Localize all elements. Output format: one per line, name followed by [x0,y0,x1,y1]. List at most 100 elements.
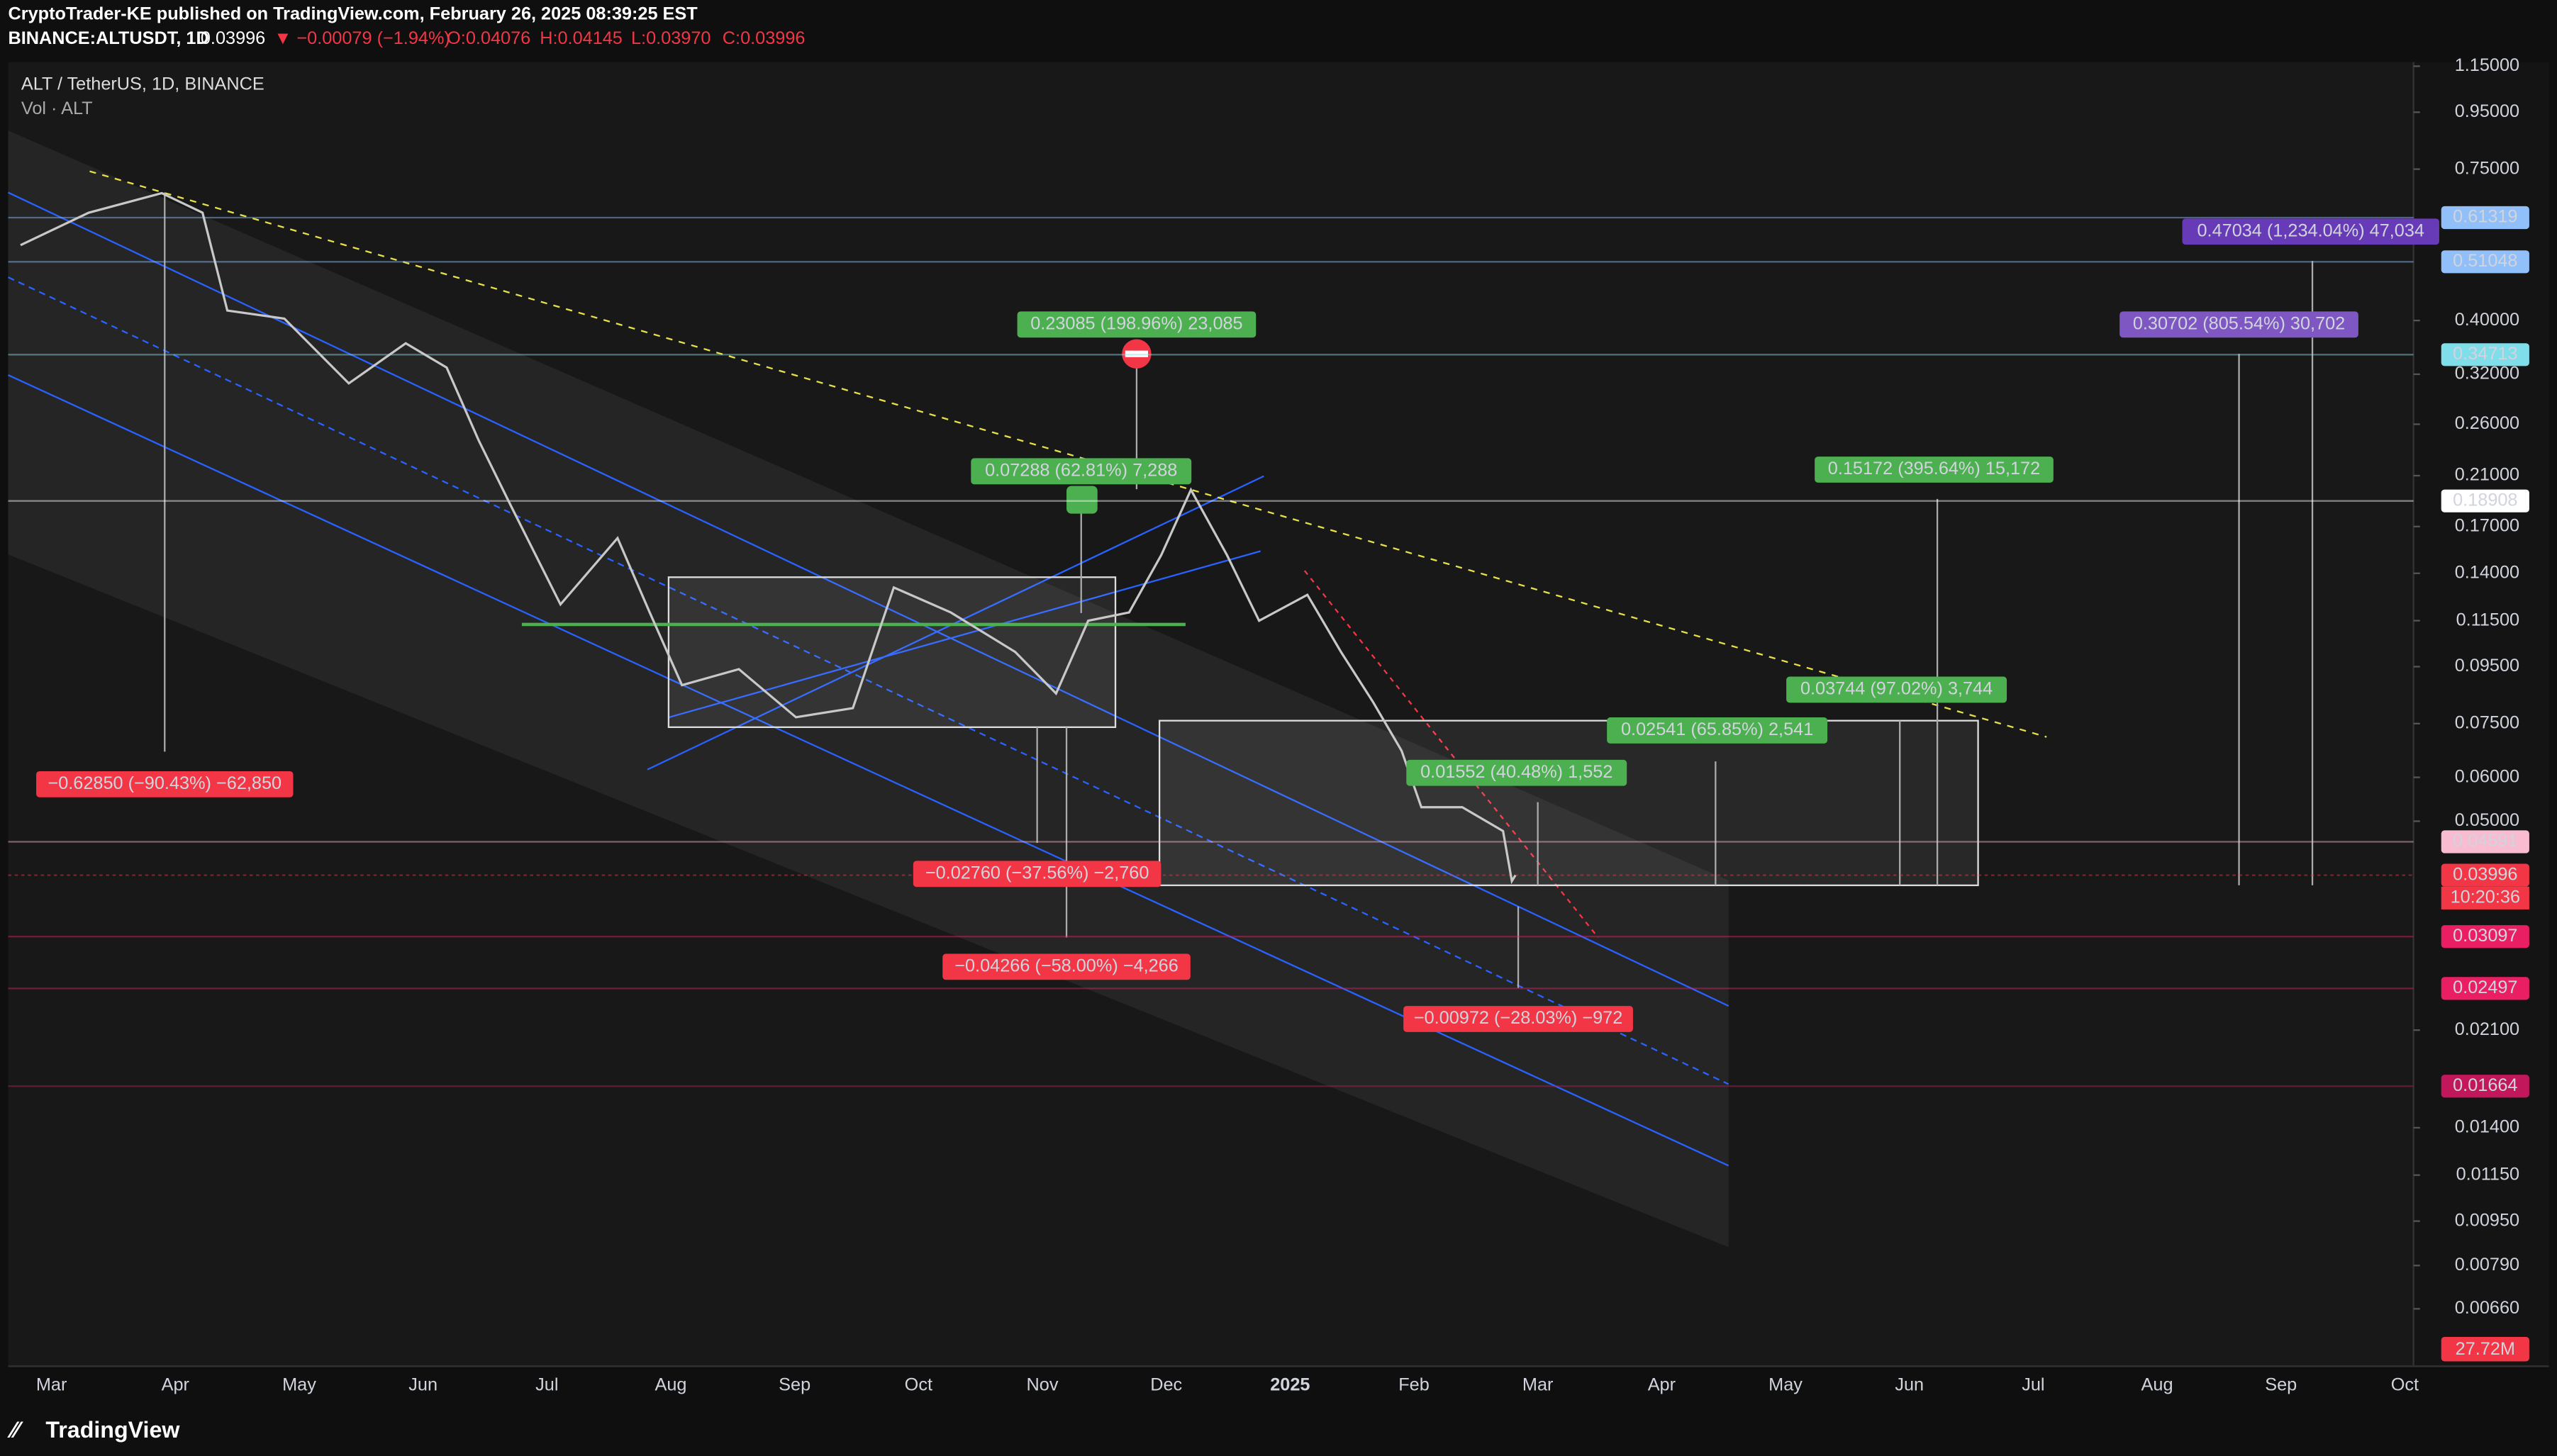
measure-label: −0.04266 (−58.00%) −4,266 [954,956,1179,976]
y-tick-label: 0.00660 [2455,1298,2519,1318]
rising-channel [668,550,1261,719]
measure-label: 0.47034 (1,234.04%) 47,034 [2197,220,2424,240]
x-tick-label: May [1768,1375,1803,1395]
level-tag [2441,343,2529,366]
level-label: 0.01664 [2453,1075,2517,1095]
level-tag [2441,977,2529,1000]
x-tick-label: Aug [654,1375,686,1395]
measure-label: 0.07288 (62.81%) 7,288 [985,460,1177,480]
channel-mid [8,276,1729,1085]
check-icon [1066,486,1098,514]
close: C:0.03996 [723,28,806,48]
y-tick-label: 0.14000 [2455,562,2519,582]
measure-tag [942,953,1191,980]
chart-title: ALT / TetherUS, 1D, BINANCE [21,74,264,94]
low: L:0.03970 [631,28,711,48]
plot-area [8,62,2414,1367]
x-tick-label: Oct [905,1375,932,1395]
x-tick-label: Jun [1895,1375,1924,1395]
level-tag [2441,830,2529,853]
level-tag [2441,206,2529,230]
x-tick-label: Mar [36,1375,67,1395]
measure-label: −0.00972 (−28.03%) −972 [1414,1008,1622,1028]
y-tick-label: 1.15000 [2455,55,2519,75]
range-box [1158,719,1979,887]
price-line [20,191,1517,885]
symbol: BINANCE:ALTUSDT, 1D [8,28,208,48]
measure-label: −0.62850 (−90.43%) −62,850 [48,773,282,793]
y-tick-label: 0.01150 [2456,1164,2520,1184]
measure-label: 0.30702 (805.54%) 30,702 [2133,314,2345,334]
level-tag [2441,489,2529,513]
y-tick-label: 0.26000 [2455,413,2519,433]
measure-tag [1017,311,1257,338]
high: H:0.04145 [540,28,623,48]
y-tick-label: 0.02100 [2455,1019,2519,1039]
level-label: 0.61319 [2453,207,2517,227]
x-tick-label: Aug [2141,1375,2173,1395]
y-tick-label: 0.06000 [2455,766,2519,786]
level-tag [2441,250,2529,274]
y-tick-label: 0.75000 [2455,158,2519,178]
level-tag [2441,863,2529,887]
publisher: CryptoTrader-KE published on TradingView… [8,4,698,24]
countdown-tag [2441,886,2529,909]
trend-line [89,170,2047,738]
x-tick-label: Apr [1648,1375,1676,1395]
x-tick-label: Dec [1150,1375,1182,1395]
measure-label: 0.03744 (97.02%) 3,744 [1800,679,1993,699]
y-tick-label: 0.00950 [2455,1210,2519,1230]
level-label: 0.04591 [2453,831,2517,851]
volume-label: 27.72M [2456,1339,2515,1359]
measure-tag [36,771,294,797]
measure-tag [971,458,1192,485]
measure-arrows [164,192,2314,988]
level-tag [2441,925,2529,948]
measure-label: 0.02541 (65.85%) 2,541 [1621,719,1813,739]
chart-subtitle: Vol · ALT [21,99,93,118]
x-tick-label: May [282,1375,316,1395]
x-tick-label: Mar [1522,1375,1554,1395]
y-tick-label: 0.05000 [2455,810,2519,830]
x-tick-label: Oct [2391,1375,2419,1395]
measure-label: 0.01552 (40.48%) 1,552 [1420,762,1612,782]
measure-tag [2182,218,2439,245]
y-tick-label: 0.40000 [2455,310,2519,330]
measure-tag [1607,717,1828,744]
x-tick-label: 2025 [1270,1375,1310,1395]
x-tick-label: Jul [2022,1375,2044,1395]
measure-label: 0.23085 (198.96%) 23,085 [1030,314,1242,334]
countdown: 10:20:36 [2451,887,2520,907]
brand: TradingView [45,1417,180,1443]
change: ▼ −0.00079 (−1.94%) [274,28,450,48]
measure-tag [913,861,1161,887]
level-label: 0.02497 [2453,978,2517,997]
measure-label: −0.02760 (−37.56%) −2,760 [925,863,1149,883]
y-tick-label: 0.00790 [2455,1255,2519,1275]
measure-tag [1786,676,2007,703]
measure-tag [2119,311,2358,338]
y-tick-label: 0.11500 [2456,610,2520,629]
y-tick-label: 0.07500 [2455,712,2519,732]
stop-icon [1125,350,1149,357]
measure-tag [1403,1006,1633,1032]
y-tick-label: 0.32000 [2455,364,2519,383]
level-label: 0.03097 [2453,926,2517,946]
y-tick-label: 0.21000 [2455,465,2519,485]
x-tick-label: Sep [2265,1375,2297,1395]
price-axis [2413,62,2549,1367]
open: O:0.04076 [447,28,530,48]
measure-tag [1406,759,1627,786]
y-tick-label: 0.01400 [2455,1117,2519,1137]
volume-tag [2441,1336,2529,1362]
x-tick-label: Feb [1398,1375,1430,1395]
measure-tag [1815,457,2054,483]
x-tick-label: Nov [1027,1375,1059,1395]
level-label: 0.34713 [2453,344,2517,364]
level-label: 0.51048 [2453,251,2517,271]
measure-label: 0.15172 (395.64%) 15,172 [1828,459,2040,478]
level-label: 0.03996 [2453,864,2517,884]
level-tag [2441,1075,2529,1098]
